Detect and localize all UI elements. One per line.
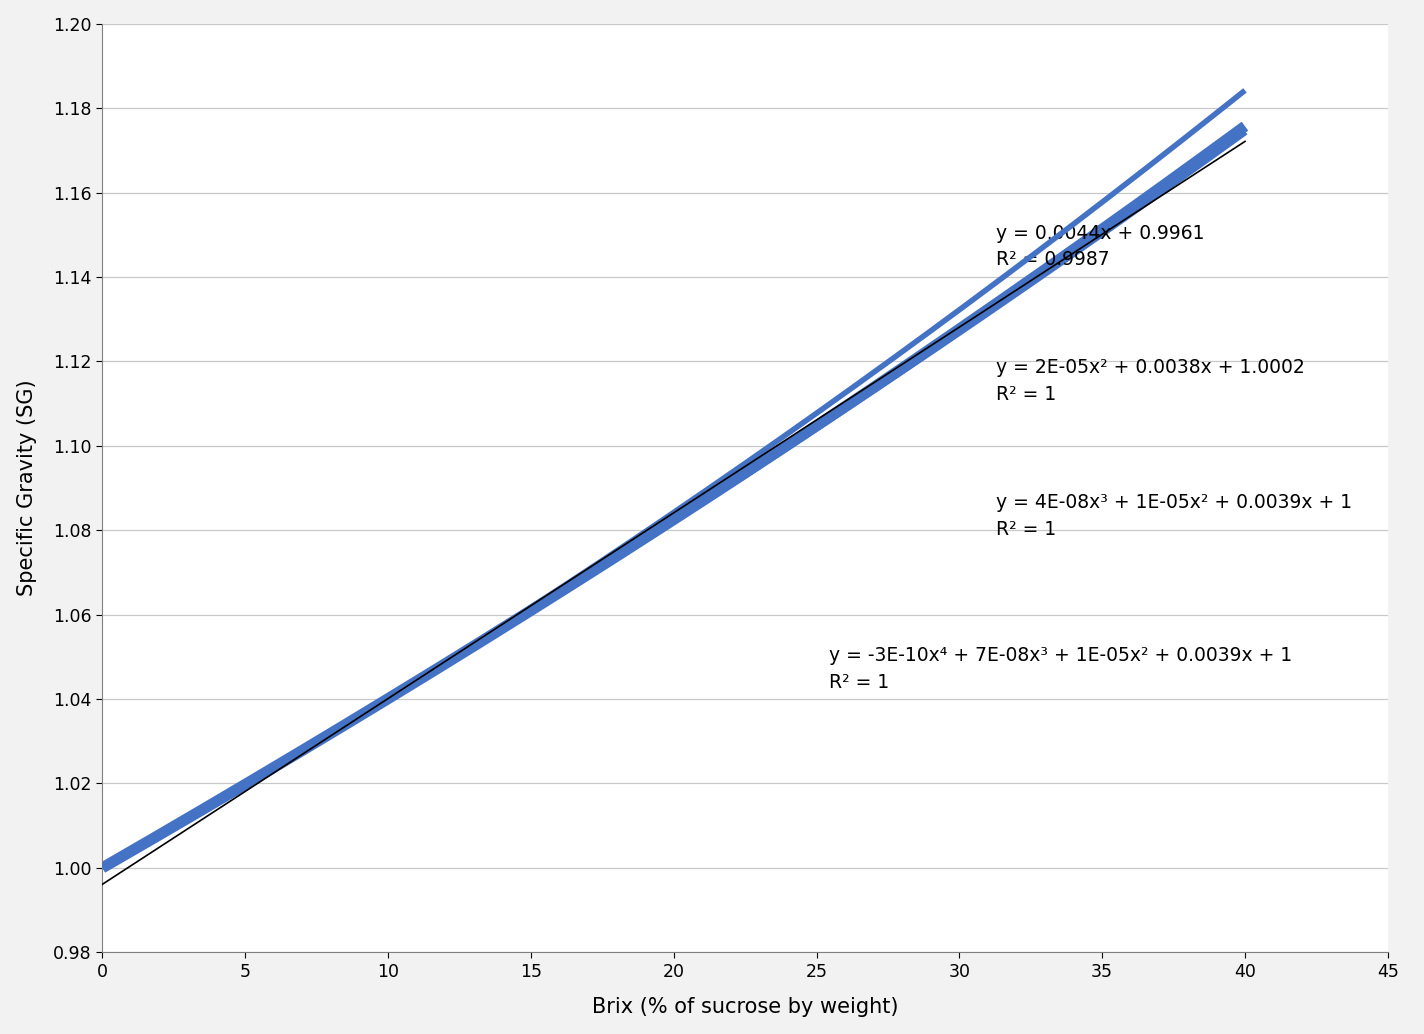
Text: y = 2E-05x² + 0.0038x + 1.0002
R² = 1: y = 2E-05x² + 0.0038x + 1.0002 R² = 1 xyxy=(995,359,1304,404)
Text: y = -3E-10x⁴ + 7E-08x³ + 1E-05x² + 0.0039x + 1
R² = 1: y = -3E-10x⁴ + 7E-08x³ + 1E-05x² + 0.003… xyxy=(829,646,1292,692)
Y-axis label: Specific Gravity (SG): Specific Gravity (SG) xyxy=(17,379,37,597)
Text: y = 0.0044x + 0.9961
R² = 0.9987: y = 0.0044x + 0.9961 R² = 0.9987 xyxy=(995,223,1205,269)
Text: y = 4E-08x³ + 1E-05x² + 0.0039x + 1
R² = 1: y = 4E-08x³ + 1E-05x² + 0.0039x + 1 R² =… xyxy=(995,493,1351,539)
X-axis label: Brix (% of sucrose by weight): Brix (% of sucrose by weight) xyxy=(592,998,899,1017)
